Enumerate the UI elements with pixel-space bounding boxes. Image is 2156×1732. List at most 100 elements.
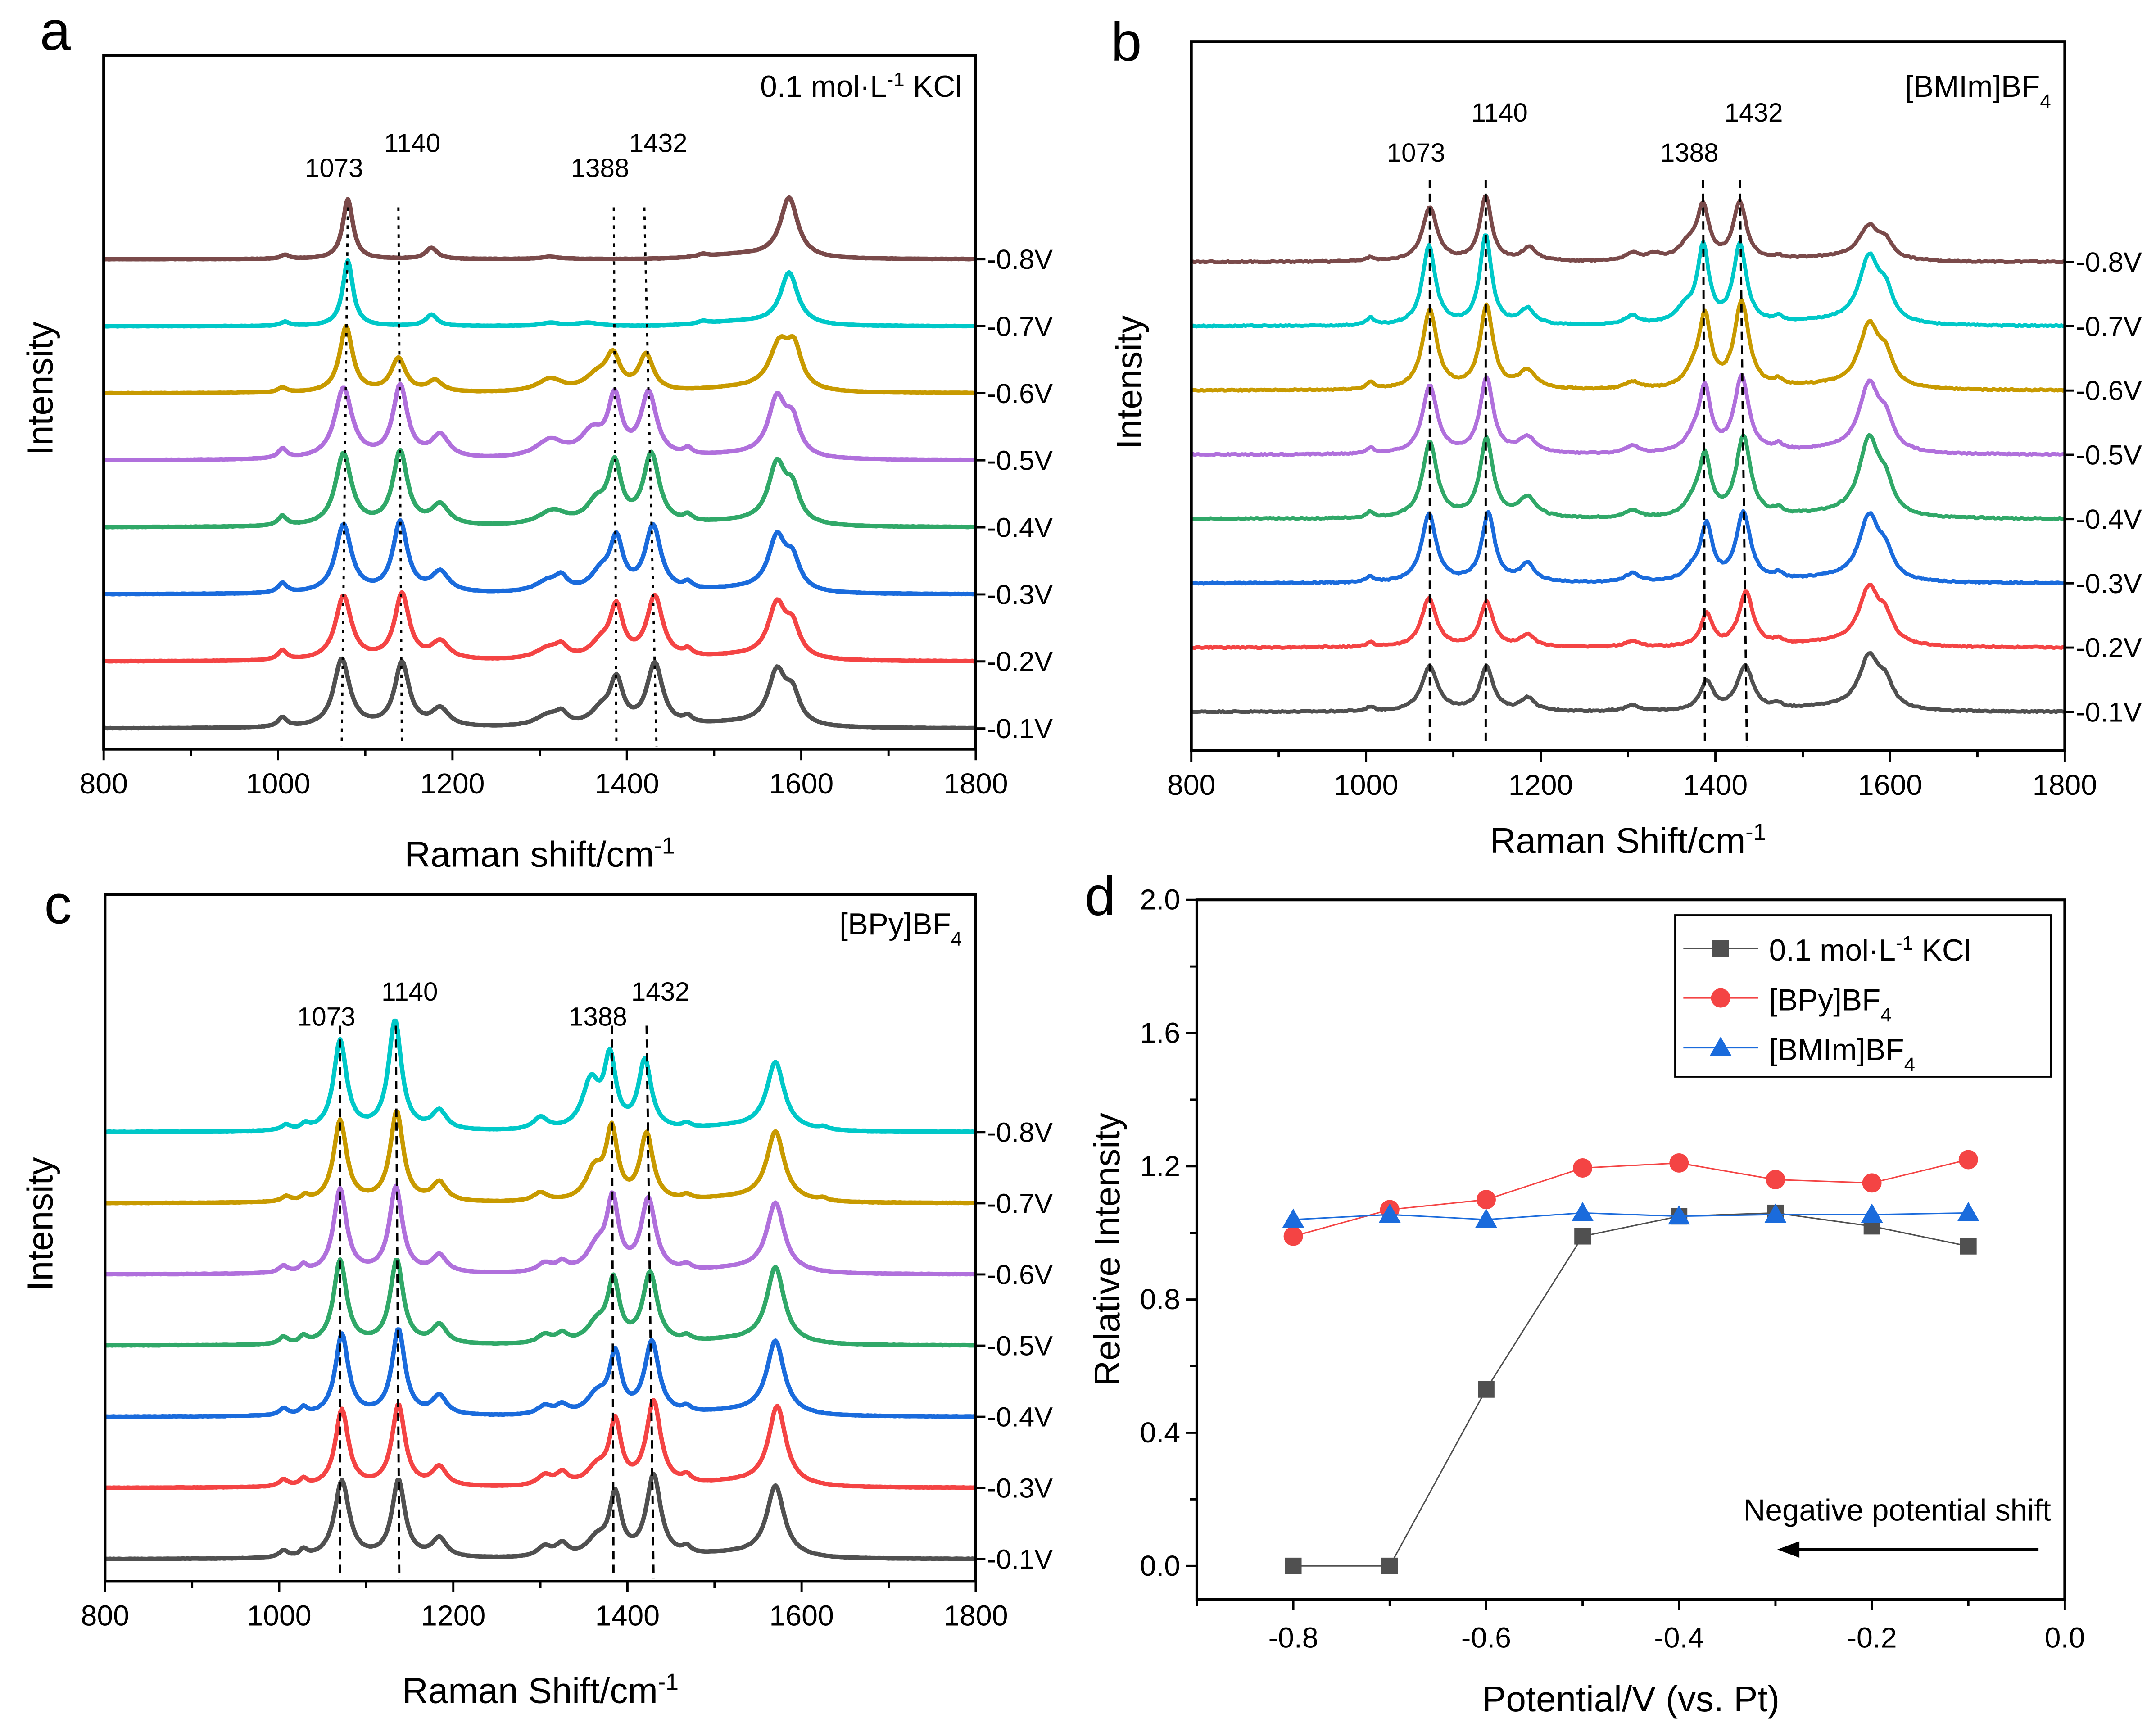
trace-label: -0.5V bbox=[987, 445, 1053, 476]
reference-line bbox=[612, 207, 618, 747]
data-point-triangle bbox=[1764, 1203, 1787, 1223]
x-tick-label: 800 bbox=[1167, 769, 1216, 801]
trace-label: -0.3V bbox=[987, 1473, 1053, 1504]
panel-annotation-sub: 4 bbox=[2040, 90, 2051, 112]
trace-label: -0.6V bbox=[987, 378, 1053, 409]
y-tick-label: 1.2 bbox=[1140, 1150, 1181, 1182]
data-point-triangle bbox=[1957, 1202, 1979, 1221]
data-point-triangle bbox=[1572, 1202, 1594, 1221]
trace-label: -0.4V bbox=[987, 1402, 1053, 1433]
reference-line bbox=[397, 207, 403, 747]
peak-label: 1432 bbox=[631, 977, 690, 1007]
reference-line bbox=[611, 1025, 615, 1579]
panel-letter: b bbox=[1111, 11, 1141, 73]
x-axis-label-normal: Raman Shift/cm bbox=[402, 1670, 658, 1710]
x-tick-label: 1800 bbox=[943, 1600, 1008, 1632]
peak-label: 1388 bbox=[571, 154, 630, 183]
panel-annotation-normal: [BPy]BF bbox=[839, 907, 951, 941]
reference-line bbox=[643, 207, 658, 747]
series-line-04 bbox=[1191, 433, 2065, 521]
x-tick-label: -0.2 bbox=[1847, 1622, 1897, 1654]
legend-marker-triangle bbox=[1709, 1037, 1732, 1056]
x-axis-label: Potential/V (vs. Pt) bbox=[1482, 1679, 1780, 1719]
x-tick-label: 1600 bbox=[1858, 769, 1922, 801]
data-point-circle bbox=[1862, 1173, 1882, 1193]
trace-label: -0.4V bbox=[987, 512, 1053, 544]
x-tick-label: 1400 bbox=[595, 767, 659, 800]
panel-annotation: [BMIm]BF4 bbox=[1905, 70, 2051, 113]
x-axis-label-sup: -1 bbox=[658, 1669, 679, 1695]
panel-annotation-normal: 0.1 mol·L bbox=[760, 70, 887, 104]
trace-label: -0.7V bbox=[987, 1188, 1053, 1219]
legend-label-normal: KCl bbox=[1913, 934, 1971, 967]
trace-label: -0.8V bbox=[987, 244, 1053, 275]
peak-label: 1140 bbox=[381, 977, 438, 1007]
series-line-05 bbox=[1191, 372, 2065, 457]
data-point-triangle bbox=[1668, 1205, 1690, 1225]
trace-label: -0.8V bbox=[987, 1117, 1053, 1148]
peak-label: 1073 bbox=[297, 1002, 356, 1031]
trace-label: -0.1V bbox=[987, 1544, 1053, 1575]
data-point-square bbox=[1381, 1557, 1398, 1574]
x-axis-label: Raman Shift/cm-1 bbox=[402, 1669, 679, 1710]
legend-label: [BMIm]BF4 bbox=[1769, 1033, 1915, 1076]
series-line bbox=[1293, 1212, 1969, 1567]
panel-annotation: 0.1 mol·L-1 KCl bbox=[760, 68, 962, 104]
legend-label-sup: -1 bbox=[1896, 932, 1913, 954]
series-line-03 bbox=[103, 518, 976, 597]
series-line-08 bbox=[1191, 194, 2065, 264]
series-line-05 bbox=[104, 1257, 976, 1348]
traces bbox=[103, 195, 976, 731]
trace-label: -0.2V bbox=[987, 646, 1053, 677]
x-tick-label: -0.6 bbox=[1461, 1622, 1511, 1654]
legend-label-normal: [BMIm]BF bbox=[1769, 1033, 1904, 1067]
x-tick-label: 1000 bbox=[247, 1600, 311, 1632]
arrow-left-icon bbox=[1777, 1541, 1800, 1558]
series-line-08 bbox=[103, 195, 976, 262]
panel-annotation-sub: 4 bbox=[951, 928, 962, 950]
data-point-triangle bbox=[1378, 1203, 1401, 1223]
panel-letter: a bbox=[40, 0, 71, 62]
panel-c: c -0.1V -0.3V -0.4V -0.5V -0.6V -0.7V -0.8V 1073… bbox=[20, 874, 1053, 1710]
panel-a: a -0.1V -0.2V -0.3V -0.4V -0.5V -0.6V -0.7V -0.8… bbox=[20, 0, 1053, 875]
y-tick-label: 2.0 bbox=[1140, 884, 1181, 916]
x-tick-label: 1600 bbox=[769, 1600, 833, 1632]
y-tick-label: 0.0 bbox=[1140, 1550, 1181, 1582]
series-line-08 bbox=[104, 1018, 976, 1134]
data-point-triangle bbox=[1861, 1203, 1883, 1223]
legend-label-normal: 0.1 mol·L bbox=[1769, 934, 1896, 967]
legend-entry: [BMIm]BF4 bbox=[1683, 1033, 1915, 1076]
panel-d: d 0.0 0.4 0.8 1.2 1.6 2.0 -0.8 -0.6 -0.4 -0.2 0.0 Po… bbox=[1085, 866, 2085, 1719]
trace-label: -0.8V bbox=[2076, 247, 2142, 278]
legend-label: [BPy]BF4 bbox=[1769, 984, 1892, 1026]
x-tick-label: 1000 bbox=[246, 767, 310, 800]
trace-label: -0.3V bbox=[2076, 568, 2142, 599]
data-point-square bbox=[1960, 1238, 1977, 1255]
trace-label: -0.7V bbox=[987, 311, 1053, 342]
y-axis-label: Intensity bbox=[1109, 315, 1149, 449]
trace-label: -0.4V bbox=[2076, 504, 2142, 535]
series-line-02 bbox=[103, 590, 976, 664]
x-tick-label: 800 bbox=[81, 1600, 130, 1632]
x-tick-label: 0.0 bbox=[2045, 1622, 2085, 1654]
data-point-circle bbox=[1573, 1158, 1593, 1178]
traces bbox=[104, 1018, 976, 1561]
data-point-square bbox=[1285, 1557, 1302, 1574]
series-line-02 bbox=[1191, 582, 2065, 650]
x-tick-label: -0.4 bbox=[1654, 1622, 1704, 1654]
reference-line bbox=[645, 1025, 655, 1579]
data-point-square bbox=[1574, 1228, 1591, 1245]
x-tick-label: 1800 bbox=[943, 767, 1008, 800]
reference-line bbox=[340, 207, 349, 747]
panel-letter: d bbox=[1085, 866, 1115, 927]
legend-label-sub: 4 bbox=[1880, 1004, 1891, 1026]
legend-frame bbox=[1674, 914, 2052, 1078]
panel-letter: c bbox=[44, 874, 72, 935]
series-line-06 bbox=[1190, 298, 2066, 393]
panel-annotation: [BPy]BF4 bbox=[839, 907, 962, 950]
panel-annotation-normal: KCl bbox=[905, 70, 962, 104]
series-triangle bbox=[1282, 1202, 1979, 1228]
x-tick-label: 800 bbox=[79, 767, 128, 800]
trace-label: -0.3V bbox=[987, 579, 1053, 610]
